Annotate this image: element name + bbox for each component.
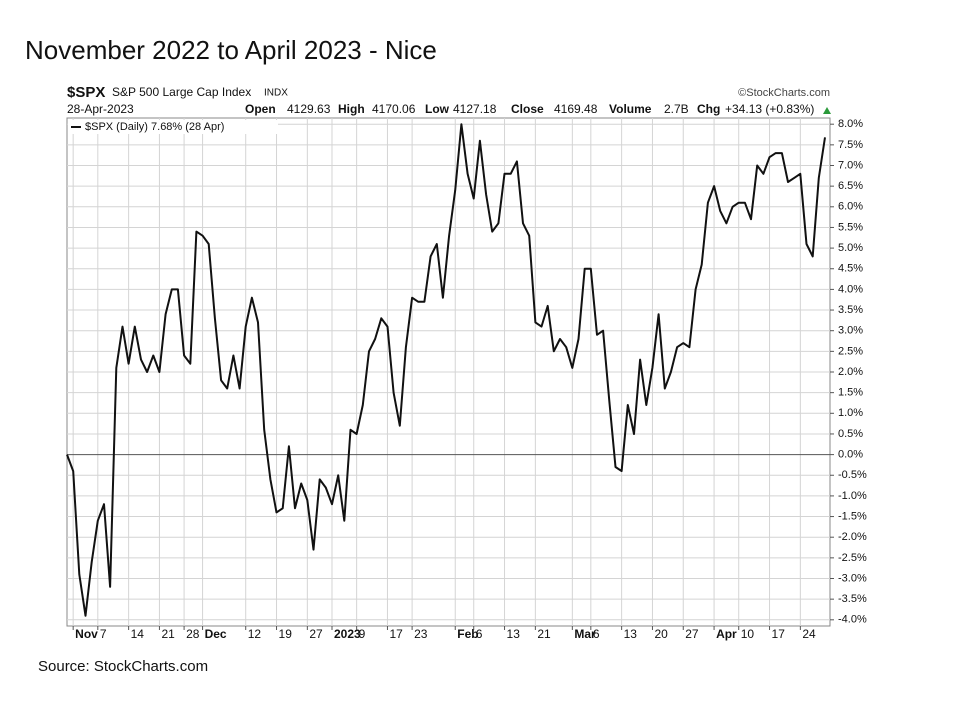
quote-label: Close [511, 102, 544, 116]
y-tick-label: 1.0% [838, 407, 863, 419]
x-tick-label: Mar [574, 627, 596, 641]
x-tick-label: 24 [802, 627, 816, 641]
y-tick-label: 6.5% [838, 180, 863, 192]
quote-label: Open [245, 102, 276, 116]
x-tick-label: 9 [359, 627, 366, 641]
x-tick-label: 28 [186, 627, 200, 641]
quote-value: 4129.63 [287, 102, 331, 116]
quote-value: 2.7B [664, 102, 689, 116]
y-tick-label: -2.5% [838, 552, 867, 564]
x-tick-label: 6 [476, 627, 483, 641]
slide-title: November 2022 to April 2023 - Nice [25, 35, 437, 65]
symbol: $SPX [67, 84, 105, 101]
y-tick-label: -1.0% [838, 490, 867, 502]
y-tick-label: 8.0% [838, 118, 863, 130]
y-tick-label: 0.0% [838, 449, 863, 461]
y-tick-label: -4.0% [838, 614, 867, 626]
y-tick-label: 7.5% [838, 139, 863, 151]
quote-value: 4169.48 [554, 102, 598, 116]
source: Source: StockCharts.com [38, 658, 208, 675]
x-tick-label: 21 [161, 627, 175, 641]
x-tick-label: 12 [248, 627, 262, 641]
x-tick-label: 13 [624, 627, 638, 641]
x-tick-label: 21 [537, 627, 551, 641]
x-tick-label: 19 [279, 627, 293, 641]
y-tick-label: -3.5% [838, 593, 867, 605]
y-tick-label: -0.5% [838, 469, 867, 481]
y-tick-label: 2.5% [838, 345, 863, 357]
price-line [66, 123, 826, 617]
x-tick-label: 17 [389, 627, 403, 641]
y-tick-label: 0.5% [838, 428, 863, 440]
y-tick-label: 6.0% [838, 201, 863, 213]
quote-value: 4127.18 [453, 102, 497, 116]
quote-label: Chg [697, 102, 720, 116]
y-tick-label: -1.5% [838, 510, 867, 522]
index-name: S&P 500 Large Cap Index [112, 85, 251, 99]
x-tick-label: 7 [100, 627, 107, 641]
x-tick-label: Apr [716, 627, 737, 641]
x-tick-label: 20 [654, 627, 668, 641]
quote-value: +34.13 (+0.83%) [725, 102, 814, 116]
quote-date: 28-Apr-2023 [67, 102, 134, 116]
x-tick-label: 14 [131, 627, 145, 641]
legend-label: $SPX (Daily) 7.68% (28 Apr) [85, 121, 224, 133]
y-tick-label: 5.5% [838, 221, 863, 233]
x-tick-label: 6 [593, 627, 600, 641]
x-tick-label: 23 [414, 627, 428, 641]
up-arrow [823, 107, 831, 114]
y-tick-label: -2.0% [838, 531, 867, 543]
x-tick-label: 2023 [334, 627, 361, 641]
x-tick-label: 27 [309, 627, 323, 641]
y-tick-label: 2.0% [838, 366, 863, 378]
x-tick-label: 27 [685, 627, 699, 641]
watermark: ©StockCharts.com [738, 87, 830, 99]
x-tick-label: 10 [741, 627, 755, 641]
quote-label: High [338, 102, 365, 116]
y-tick-label: 3.0% [838, 325, 863, 337]
x-tick-label: Feb [457, 627, 478, 641]
quote-label: Low [425, 102, 450, 116]
y-tick-label: 3.5% [838, 304, 863, 316]
exchange: INDX [264, 88, 288, 99]
quote-label: Volume [609, 102, 652, 116]
x-tick-label: 17 [772, 627, 786, 641]
y-tick-label: 4.0% [838, 283, 863, 295]
x-tick-label: Dec [205, 627, 227, 641]
x-tick-label: 13 [507, 627, 521, 641]
y-tick-label: -3.0% [838, 572, 867, 584]
quote-value: 4170.06 [372, 102, 416, 116]
y-tick-label: 5.0% [838, 242, 863, 254]
legend-bg [68, 120, 278, 134]
y-tick-label: 1.5% [838, 387, 863, 399]
y-tick-label: 7.0% [838, 159, 863, 171]
y-tick-label: 4.5% [838, 263, 863, 275]
x-tick-label: Nov [75, 627, 98, 641]
